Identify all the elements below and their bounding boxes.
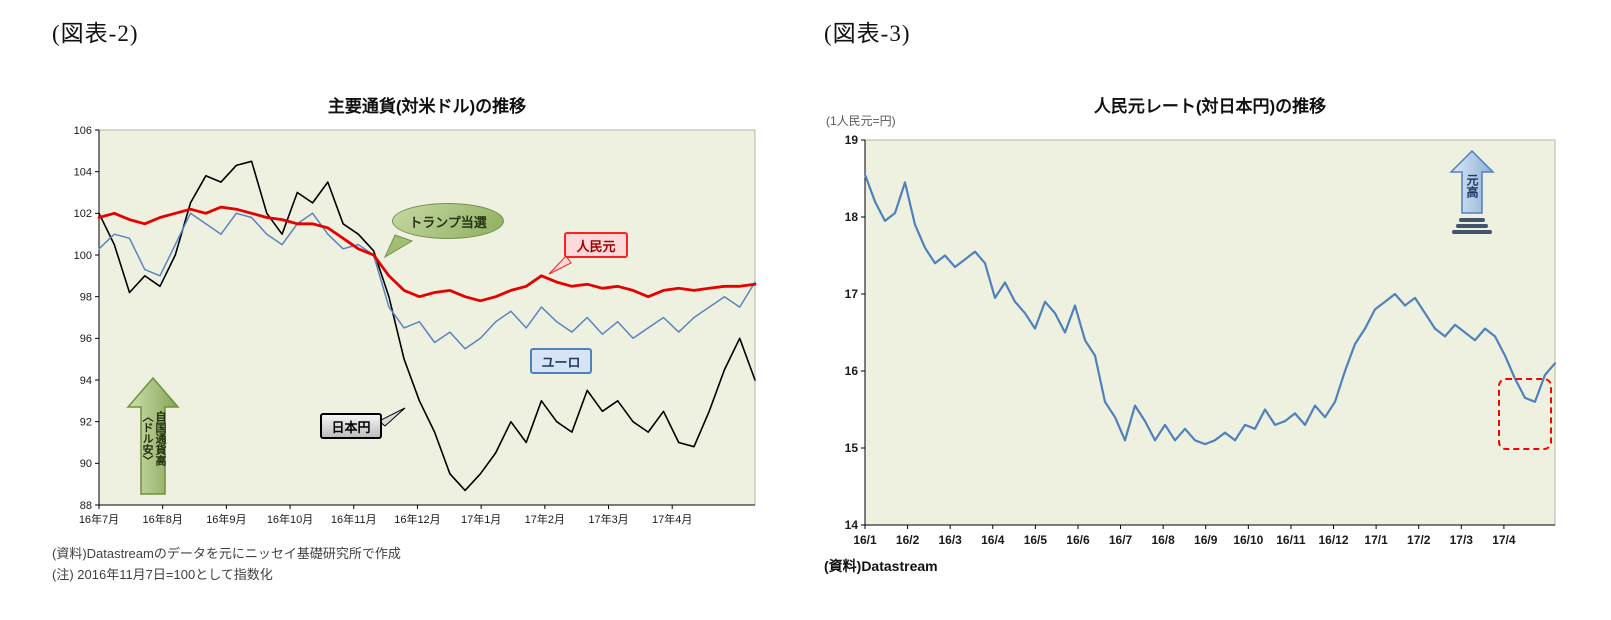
svg-text:16: 16 [845,364,859,378]
eur-series-label: ユーロ [530,348,592,374]
svg-text:16年8月: 16年8月 [143,512,183,526]
svg-text:16/9: 16/9 [1194,533,1218,547]
svg-text:14: 14 [845,518,859,532]
svg-text:16/3: 16/3 [939,533,963,547]
figure-2-label: (図表-2) [52,21,139,46]
svg-text:18: 18 [845,210,859,224]
figure-2-note: (注) 2016年11月7日=100として指数化 [52,567,273,582]
svg-text:17/1: 17/1 [1364,533,1388,547]
figure-2-chart: 88 90 92 94 96 98 100 102 104 106 16年7月 16年8月 16年9月 1… [74,125,757,526]
svg-text:16/12: 16/12 [1319,533,1349,547]
svg-text:19: 19 [845,133,859,147]
svg-text:16/6: 16/6 [1066,533,1090,547]
svg-text:16年11月: 16年11月 [331,512,377,526]
svg-text:16/4: 16/4 [981,533,1005,547]
svg-text:104: 104 [74,167,92,179]
trump-callout-tail-icon [383,234,414,259]
figure-3-title: 人民元レート(対日本円)の推移 [1093,97,1327,116]
figure-2-source: (資料)Datastreamのデータを元にニッセイ基礎研究所で作成 [52,546,401,561]
figure-2-title: 主要通貨(対米ドル)の推移 [327,97,527,116]
svg-text:92: 92 [80,417,92,429]
svg-text:17/2: 17/2 [1407,533,1431,547]
svg-text:15: 15 [845,441,859,455]
yuan-appreciation-arrow-text: 元高 [1465,174,1479,198]
svg-text:106: 106 [74,125,92,137]
svg-text:16年10月: 16年10月 [267,512,313,526]
svg-text:17年2月: 17年2月 [525,512,565,526]
svg-text:94: 94 [80,375,92,387]
eur-series-label-text: ユーロ [541,354,581,370]
svg-text:16/11: 16/11 [1276,533,1306,547]
currency-strength-arrow-text: 自国通貨高 〈ドル安〉 [140,411,166,466]
cny-series-label: 人民元 [564,232,628,258]
arrow-text-col2: 〈ドル安〉 [141,411,153,466]
svg-text:16/1: 16/1 [853,533,877,547]
cny-callout-tail-icon [548,255,572,275]
svg-text:17: 17 [845,287,859,301]
arrow-base-icon [1450,216,1494,236]
figure-3-source: (資料)Datastream [824,558,938,574]
svg-text:90: 90 [80,458,92,470]
yuan-appreciation-arrow: 元高 [1449,149,1495,214]
currency-strength-arrow: 自国通貨高 〈ドル安〉 [126,376,180,495]
jpy-callout-tail-icon [378,407,406,427]
svg-text:102: 102 [74,208,92,220]
arrow-text-col1: 自国通貨高 [154,411,166,466]
svg-text:17年3月: 17年3月 [588,512,628,526]
highlight-dashed-box [1498,378,1552,450]
cny-series-label-text: 人民元 [576,238,616,254]
svg-text:96: 96 [80,333,92,345]
svg-text:17年4月: 17年4月 [652,512,692,526]
figure-3-chart: 14 15 16 17 18 19 16/1 16/2 16/3 16/4 16/5 16/6 16/7… [845,133,1557,547]
svg-text:98: 98 [80,292,92,304]
jpy-series-label-text: 日本円 [331,419,371,435]
svg-text:17/4: 17/4 [1492,533,1516,547]
figure-3-label: (図表-3) [824,21,911,46]
svg-text:16年7月: 16年7月 [79,512,119,526]
svg-text:16/10: 16/10 [1233,533,1263,547]
svg-text:17/3: 17/3 [1450,533,1474,547]
trump-election-callout: トランプ当選 [392,203,504,239]
up-arrow-icon [126,376,180,495]
svg-text:17年1月: 17年1月 [461,512,501,526]
svg-text:88: 88 [80,500,92,512]
svg-text:16/5: 16/5 [1024,533,1048,547]
svg-text:16年12月: 16年12月 [394,512,440,526]
svg-text:16年9月: 16年9月 [206,512,246,526]
svg-text:16/8: 16/8 [1151,533,1175,547]
svg-text:16/7: 16/7 [1109,533,1133,547]
trump-election-label: トランプ当選 [409,214,487,230]
up-arrow-icon [1449,149,1495,214]
arrow-text: 元高 [1465,174,1479,198]
svg-text:16/2: 16/2 [896,533,920,547]
figure-3-unit-label: (1人民元=円) [826,114,896,128]
svg-text:100: 100 [74,250,92,262]
jpy-series-label: 日本円 [320,413,382,439]
